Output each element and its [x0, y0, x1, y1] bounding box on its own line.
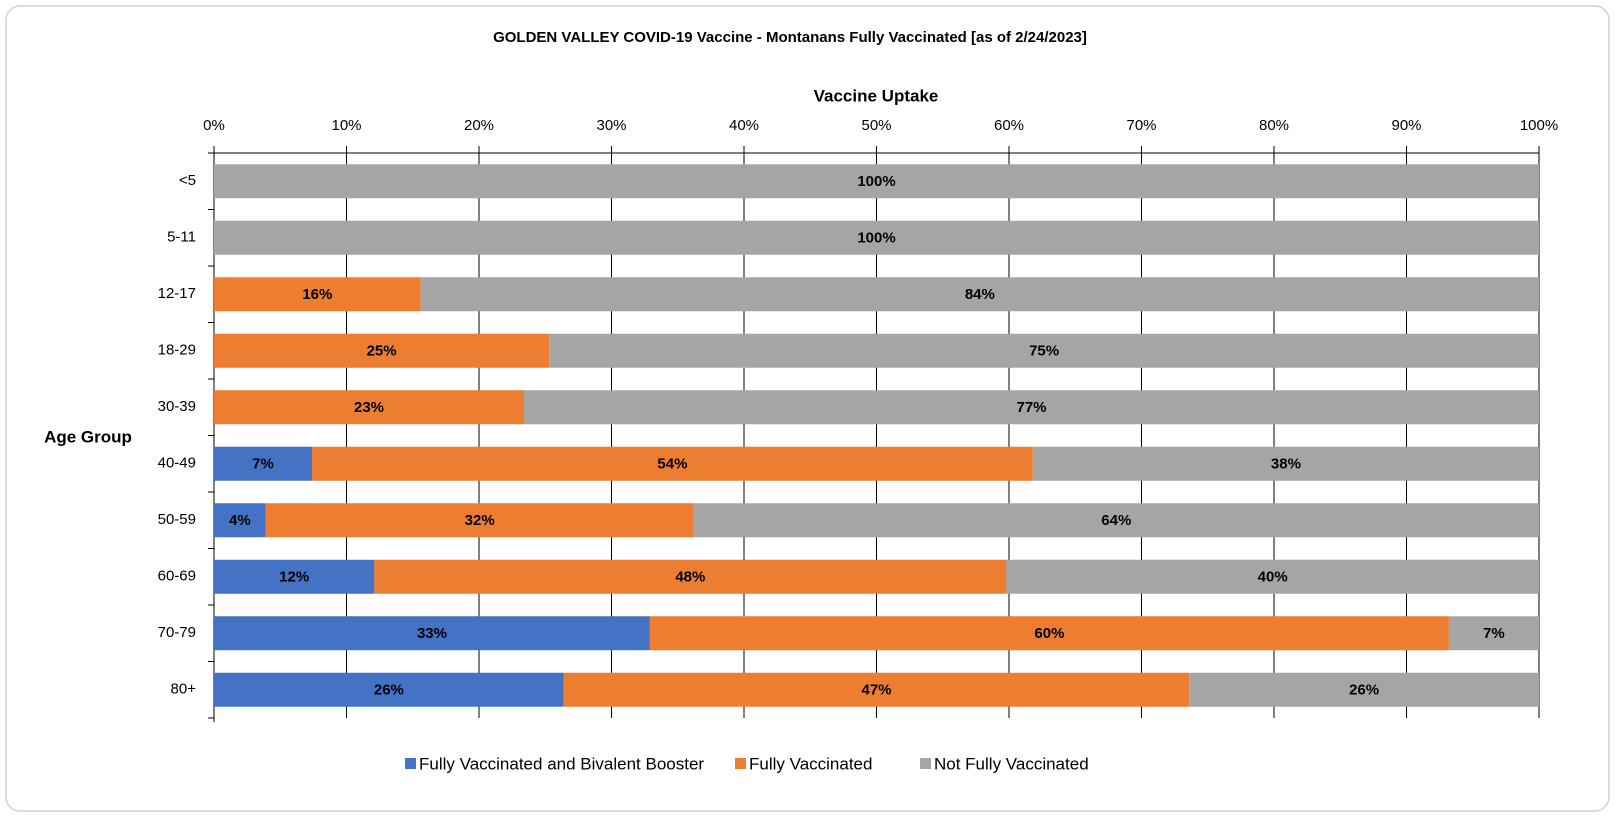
bar-segment	[214, 333, 550, 368]
data-label: 75%	[1029, 343, 1059, 360]
x-tick-label: 90%	[1391, 117, 1421, 134]
bar-segment	[649, 616, 1449, 651]
data-label: 26%	[374, 682, 404, 699]
data-label: 48%	[675, 569, 705, 586]
data-label: 33%	[417, 625, 447, 642]
data-label: 4%	[229, 512, 251, 529]
bar-segment	[549, 333, 1539, 368]
x-tick-label: 40%	[729, 117, 759, 134]
data-label: 7%	[1483, 625, 1505, 642]
data-label: 64%	[1101, 512, 1131, 529]
legend-swatch	[405, 758, 416, 769]
data-label: 40%	[1258, 569, 1288, 586]
y-tick-label: <5	[179, 172, 196, 189]
bar-segment	[214, 220, 1539, 255]
legend-swatch	[920, 758, 931, 769]
legend-label: Fully Vaccinated	[749, 754, 872, 773]
data-label: 47%	[861, 682, 891, 699]
data-label: 100%	[857, 230, 895, 247]
data-label: 84%	[965, 286, 995, 303]
bar-segment	[214, 559, 375, 594]
bar-segment	[214, 446, 313, 481]
x-tick-label: 100%	[1520, 117, 1558, 134]
x-tick-label: 80%	[1259, 117, 1289, 134]
bar-segment	[312, 446, 1033, 481]
data-label: 7%	[252, 456, 274, 473]
x-tick-label: 20%	[464, 117, 494, 134]
data-label: 100%	[857, 173, 895, 190]
data-label: 77%	[1017, 399, 1047, 416]
x-axis-label: Vaccine Uptake	[814, 86, 939, 105]
bar-segment	[214, 390, 525, 425]
y-tick-label: 40-49	[158, 455, 196, 472]
bar-segment	[214, 277, 421, 312]
bar-segment	[214, 616, 650, 651]
y-tick-label: 80+	[171, 681, 197, 698]
y-tick-label: 70-79	[158, 624, 196, 641]
data-label: 38%	[1271, 456, 1301, 473]
x-tick-label: 30%	[596, 117, 626, 134]
bar-segment	[524, 390, 1539, 425]
bar-segment	[265, 503, 694, 538]
x-tick-label: 0%	[203, 117, 225, 134]
bar-segment	[214, 672, 564, 707]
y-tick-label: 30-39	[158, 398, 196, 415]
data-label: 54%	[657, 456, 687, 473]
data-label: 25%	[367, 343, 397, 360]
y-tick-label: 12-17	[158, 285, 196, 302]
bar-segment	[420, 277, 1540, 312]
data-label: 60%	[1034, 625, 1064, 642]
bar-segment	[214, 164, 1539, 199]
data-label: 16%	[302, 286, 332, 303]
y-tick-label: 5-11	[167, 229, 196, 246]
x-tick-label: 70%	[1126, 117, 1156, 134]
data-label: 32%	[465, 512, 495, 529]
x-tick-label: 50%	[861, 117, 891, 134]
x-tick-label: 60%	[994, 117, 1024, 134]
legend-swatch	[735, 758, 746, 769]
bar-segment	[374, 559, 1007, 594]
data-label: 12%	[279, 569, 309, 586]
bar-segment	[214, 503, 266, 538]
bar-segment	[563, 672, 1190, 707]
bar-segment	[1032, 446, 1539, 481]
bar-segment	[1448, 616, 1539, 651]
y-tick-label: 50-59	[158, 511, 196, 528]
y-axis-label: Age Group	[44, 427, 132, 446]
bar-segment	[1006, 559, 1539, 594]
chart-title: GOLDEN VALLEY COVID-19 Vaccine - Montana…	[493, 29, 1087, 46]
bar-segment	[693, 503, 1539, 538]
y-tick-label: 18-29	[158, 342, 196, 359]
legend-label: Not Fully Vaccinated	[934, 754, 1089, 773]
data-label: 26%	[1349, 682, 1379, 699]
legend-label: Fully Vaccinated and Bivalent Booster	[419, 754, 704, 773]
y-tick-label: 60-69	[158, 568, 196, 585]
data-label: 23%	[354, 399, 384, 416]
x-tick-label: 10%	[331, 117, 361, 134]
bar-segment	[1189, 672, 1539, 707]
